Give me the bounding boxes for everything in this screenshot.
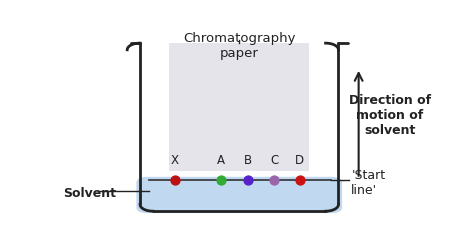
Point xyxy=(270,178,278,182)
Text: C: C xyxy=(270,154,278,167)
Point xyxy=(296,178,304,182)
Point xyxy=(217,178,225,182)
Text: D: D xyxy=(295,154,304,167)
Text: Chromatography
paper: Chromatography paper xyxy=(183,32,295,60)
Text: Direction of
motion of
solvent: Direction of motion of solvent xyxy=(349,94,431,137)
Text: A: A xyxy=(217,154,225,167)
Text: X: X xyxy=(171,154,179,167)
FancyBboxPatch shape xyxy=(137,177,342,213)
Text: 'Start
line': 'Start line' xyxy=(351,169,385,197)
Point xyxy=(245,178,252,182)
Bar xyxy=(169,43,309,171)
Text: B: B xyxy=(245,154,253,167)
Point xyxy=(171,178,179,182)
Text: Solvent: Solvent xyxy=(63,186,116,200)
